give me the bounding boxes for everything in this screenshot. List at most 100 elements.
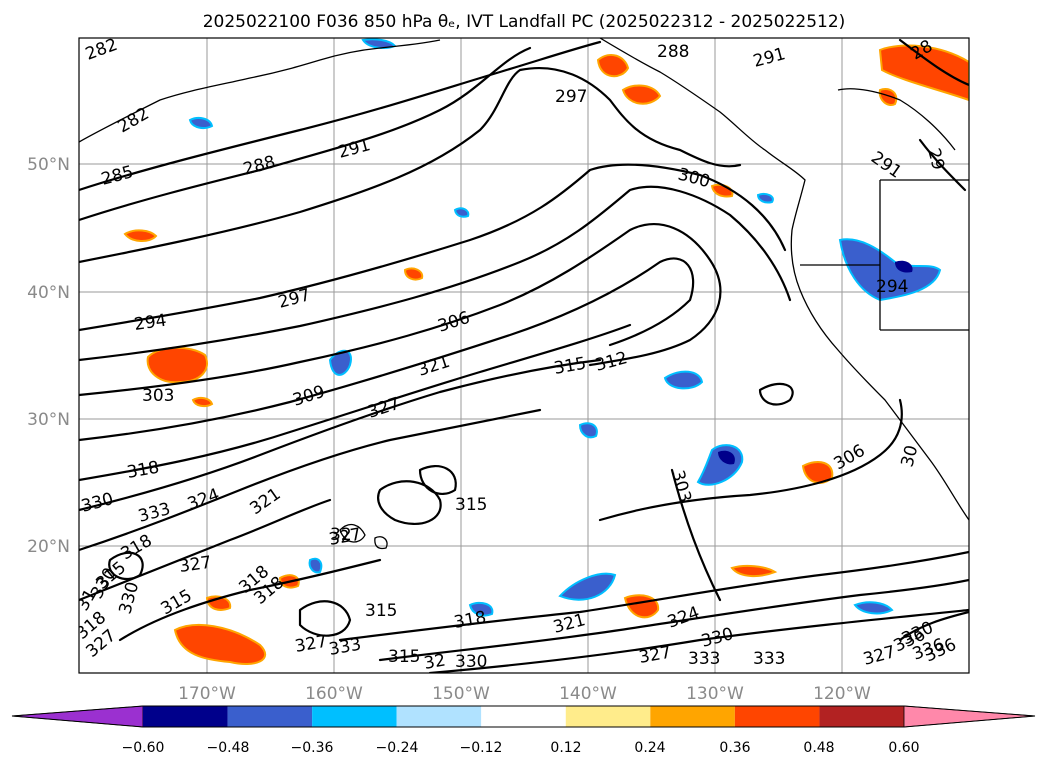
colorbar-tick-label: 0.24 <box>634 740 665 756</box>
contour-line <box>79 223 722 397</box>
patch-negative <box>308 557 323 574</box>
patch-negative-strong <box>895 260 913 273</box>
map-background <box>79 38 969 673</box>
patch-positive <box>123 229 158 242</box>
contour-label: 303 <box>142 386 174 406</box>
lat-label: 50°N <box>27 155 70 175</box>
colorbar-segment <box>481 706 566 727</box>
contour-line <box>79 358 602 512</box>
patch-positive <box>878 88 898 106</box>
colorbar-segment <box>143 706 228 727</box>
patch-negative <box>663 370 704 390</box>
contour-line <box>79 498 332 602</box>
aleutian-coast <box>79 39 441 143</box>
patch-positive <box>146 346 208 384</box>
patch-negative-strong <box>718 450 735 465</box>
patch-positive <box>403 267 424 281</box>
lon-label: 130°W <box>686 684 744 704</box>
patch-positive <box>596 53 630 78</box>
contour-label: 333 <box>753 649 785 669</box>
contour-label: 315 <box>455 495 487 515</box>
patch-negative <box>853 601 894 615</box>
contour-line <box>118 558 382 642</box>
contour-label: 315 <box>365 601 397 621</box>
contour-label: 330 <box>455 652 487 672</box>
colorbar-segment <box>396 706 482 727</box>
lat-label: 40°N <box>27 283 70 303</box>
patch-negative <box>328 349 352 376</box>
filled-patches <box>123 38 969 666</box>
map-title: 2025022100 F036 850 hPa θₑ, IVT Landfall… <box>203 12 846 32</box>
contour-line <box>79 66 742 264</box>
colorbar-segment <box>227 706 313 727</box>
colorbar-over-arrow <box>903 705 1036 728</box>
contour-line <box>898 38 969 87</box>
canada-coast <box>837 88 956 151</box>
lon-label: 120°W <box>813 684 871 704</box>
contour-label: 333 <box>688 649 720 669</box>
contour-label: 294 <box>133 311 168 335</box>
contour-line <box>79 323 632 482</box>
contour-line <box>378 578 969 662</box>
colorbar-ticks: −0.60 −0.48 −0.36 −0.24 −0.12 0.12 0.24 … <box>122 740 920 756</box>
colorbar-tick-label: 0.48 <box>803 740 834 756</box>
contour-line <box>79 163 787 332</box>
contour-line <box>79 408 542 552</box>
colorbar-outline <box>11 705 1036 728</box>
colorbar-segment <box>565 706 651 727</box>
contour-label: 32 <box>330 525 352 545</box>
patch-positive <box>191 396 214 408</box>
colorbar-tick-label: −0.24 <box>376 740 419 756</box>
patch-positive <box>621 84 662 105</box>
contour-label: 297 <box>555 87 587 107</box>
contour-label: 288 <box>657 42 689 62</box>
contour-line <box>79 40 602 192</box>
lat-label: 30°N <box>27 410 70 430</box>
contour-line <box>79 257 695 442</box>
colorbar-segment <box>312 706 397 727</box>
contour-label: 294 <box>876 277 908 297</box>
hawaii-islands <box>339 523 388 550</box>
colorbar-tick-label: 0.36 <box>719 740 750 756</box>
colorbar-segment <box>650 706 735 727</box>
contour-line <box>79 185 792 362</box>
lat-label: 20°N <box>27 537 70 557</box>
colorbar-tick-label: −0.12 <box>460 740 503 756</box>
lon-label: 140°W <box>559 684 617 704</box>
patch-positive <box>878 44 969 102</box>
contour-line <box>377 480 442 525</box>
patch-negative <box>756 192 774 204</box>
patch-positive <box>173 624 267 666</box>
theta-e-contours <box>79 38 969 673</box>
contour-line <box>758 382 794 406</box>
colorbar: −0.60 −0.48 −0.36 −0.24 −0.12 0.12 0.24 … <box>11 705 1036 756</box>
colorbar-segment <box>734 706 820 727</box>
longitude-labels: 170°W 160°W 150°W 140°W 130°W 120°W <box>178 684 871 704</box>
colorbar-tick-label: 0.60 <box>888 740 919 756</box>
contour-line <box>428 608 969 673</box>
contour-line <box>898 610 969 642</box>
contour-line <box>79 46 532 222</box>
patch-positive <box>730 564 778 578</box>
map-frame <box>78 37 970 674</box>
contour-line <box>670 468 722 602</box>
colorbar-tick-label: −0.60 <box>122 740 165 756</box>
colorbar-tick-label: 0.12 <box>550 740 581 756</box>
lon-label: 170°W <box>178 684 236 704</box>
patch-negative <box>188 117 214 129</box>
colorbar-segment <box>819 706 904 727</box>
contour-line <box>298 600 352 637</box>
state-borders <box>800 179 969 331</box>
contour-line <box>338 550 969 642</box>
patch-negative <box>558 572 617 601</box>
latitude-labels: 50°N 40°N 30°N 20°N <box>27 155 70 557</box>
colorbar-tick-label: −0.36 <box>291 740 334 756</box>
patch-negative <box>453 207 470 218</box>
contour-line <box>108 551 144 581</box>
patch-negative <box>578 422 598 439</box>
colorbar-under-arrow <box>11 705 144 728</box>
contour-line <box>598 398 903 522</box>
contour-label: 327 <box>178 553 213 577</box>
contour-label: 315 <box>388 647 420 667</box>
